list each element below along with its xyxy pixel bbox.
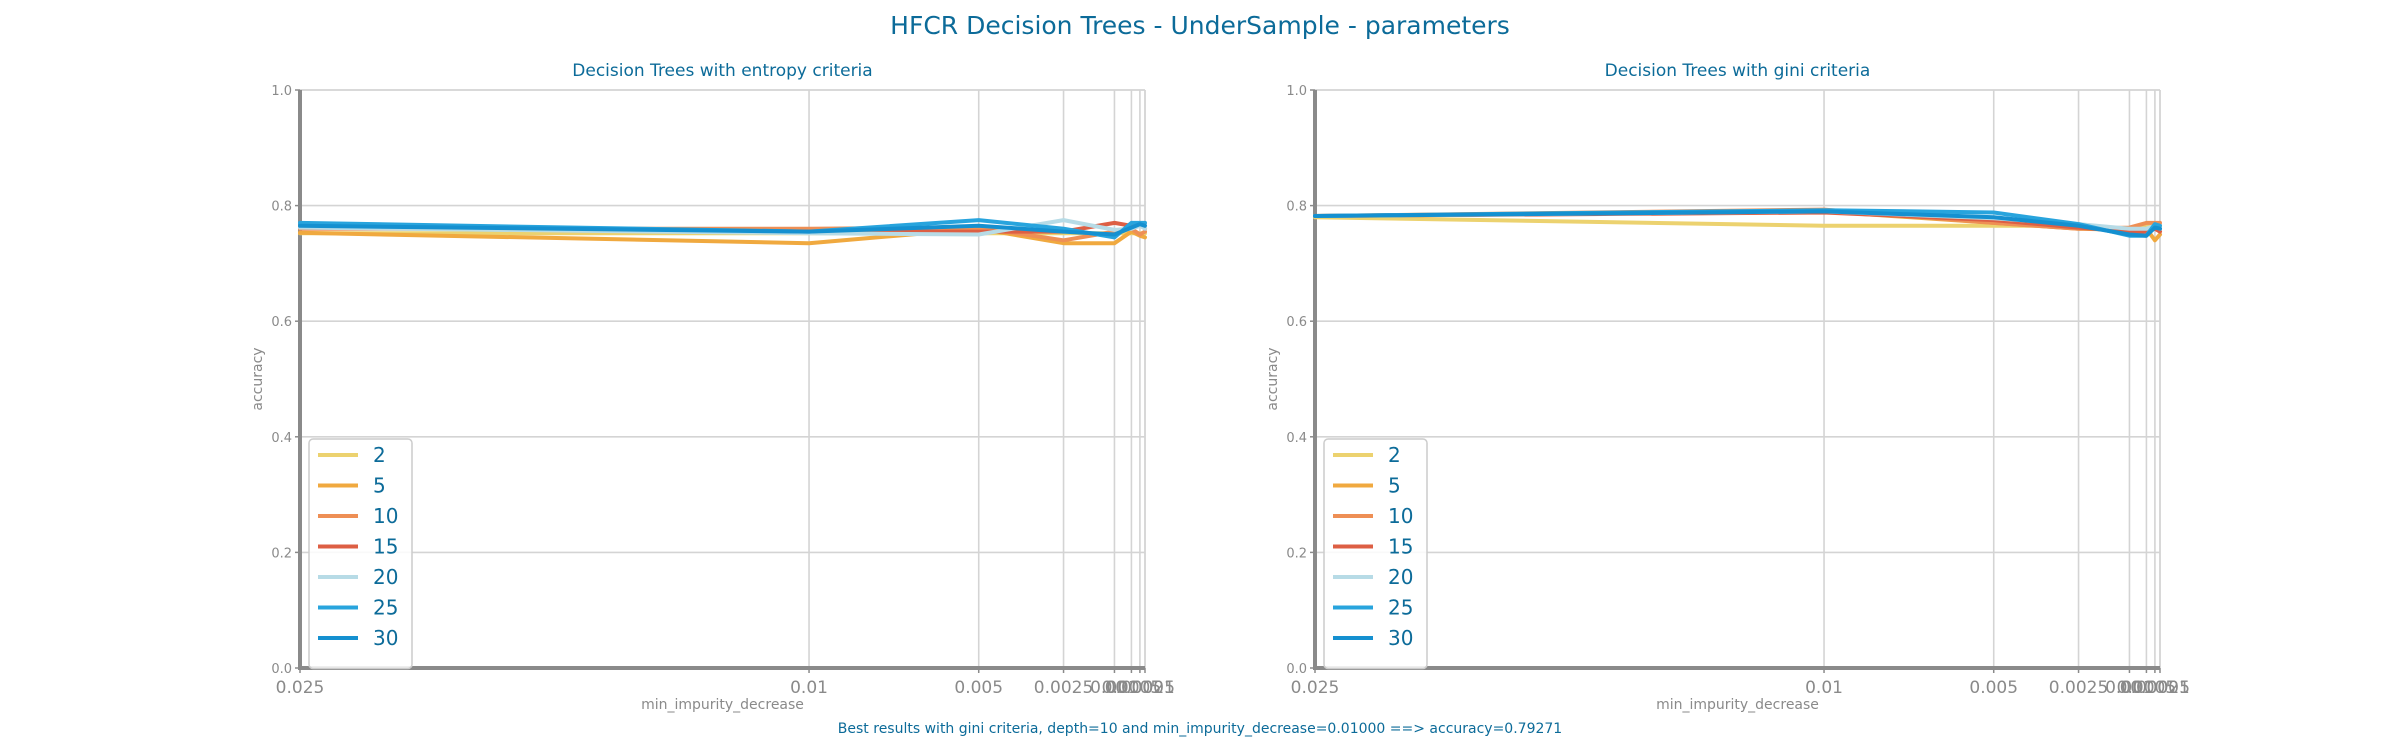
x-tick-label: 0.0025 [2049,678,2108,698]
chart-gini: 0.00.20.40.60.81.00.025 0.01 0.005 0.00250.… [1265,61,2190,713]
x-tick-label: 0.01 [1805,678,1843,698]
y-axis-label: accuracy [250,347,266,410]
x-tick-label: 0.00025 [2120,678,2190,698]
y-tick-label: 0.0 [271,662,292,677]
legend-label: 15 [1388,535,1413,559]
legend-label: 5 [1388,474,1401,498]
series-line-30 [298,222,1147,237]
y-tick-label: 0.6 [1286,315,1307,330]
x-axis-label: min_impurity_decrease [641,697,804,713]
y-axis-label: accuracy [1265,347,1281,410]
legend-label: 10 [373,504,398,528]
x-tick-label: 0.025 [276,678,325,698]
y-tick-label: 0.6 [271,315,292,330]
best-result-footer: Best results with gini criteria, depth=1… [838,721,1562,737]
y-tick-label: 0.2 [271,546,292,561]
y-tick-label: 0.4 [1286,431,1307,446]
legend-label: 5 [373,474,386,498]
x-tick-label: 0.0005 [2117,678,2176,698]
y-tick-label: 0.2 [1286,546,1307,561]
figure-title: HFCR Decision Trees - UnderSample - para… [890,11,1510,40]
y-tick-label: 0.4 [271,431,292,446]
x-tick-label: 0.0001 [1115,678,1174,698]
x-tick-label: 0.005 [1969,678,2018,698]
legend-label: 25 [1388,596,1413,620]
legend-box [1323,438,1428,670]
x-tick-label: 0.001 [1090,678,1139,698]
legend-label: 10 [1388,504,1413,528]
x-tick-label: 0.0005 [1102,678,1161,698]
legend-label: 2 [373,443,386,467]
legend-label: 30 [373,626,398,650]
legend-label: 30 [1388,626,1413,650]
y-tick-label: 0.0 [1286,662,1307,677]
chart-title: Decision Trees with gini criteria [1605,61,1871,81]
x-tick-label: 0.00025 [1105,678,1175,698]
y-tick-label: 1.0 [271,84,292,99]
x-tick-label: 0.025 [1291,678,1340,698]
x-tick-label: 0.001 [2105,678,2154,698]
chart-title: Decision Trees with entropy criteria [572,61,872,81]
legend-label: 20 [1388,565,1413,589]
x-tick-label: 0.0025 [1034,678,1093,698]
y-tick-label: 0.8 [271,200,292,215]
y-tick-label: 0.8 [1286,200,1307,215]
x-tick-label: 0.01 [790,678,828,698]
legend-label: 20 [373,565,398,589]
legend-label: 2 [1388,443,1401,467]
series-line-30 [1313,209,2162,238]
legend-box [308,438,413,670]
x-tick-label: 0.005 [954,678,1003,698]
legend-label: 25 [373,596,398,620]
y-tick-label: 1.0 [1286,84,1307,99]
legend-label: 15 [373,535,398,559]
chart-entropy: 0.00.20.40.60.81.00.025 0.01 0.005 0.00250.… [250,61,1175,713]
x-tick-label: 0.0001 [2130,678,2189,698]
x-axis-label: min_impurity_decrease [1656,697,1819,713]
